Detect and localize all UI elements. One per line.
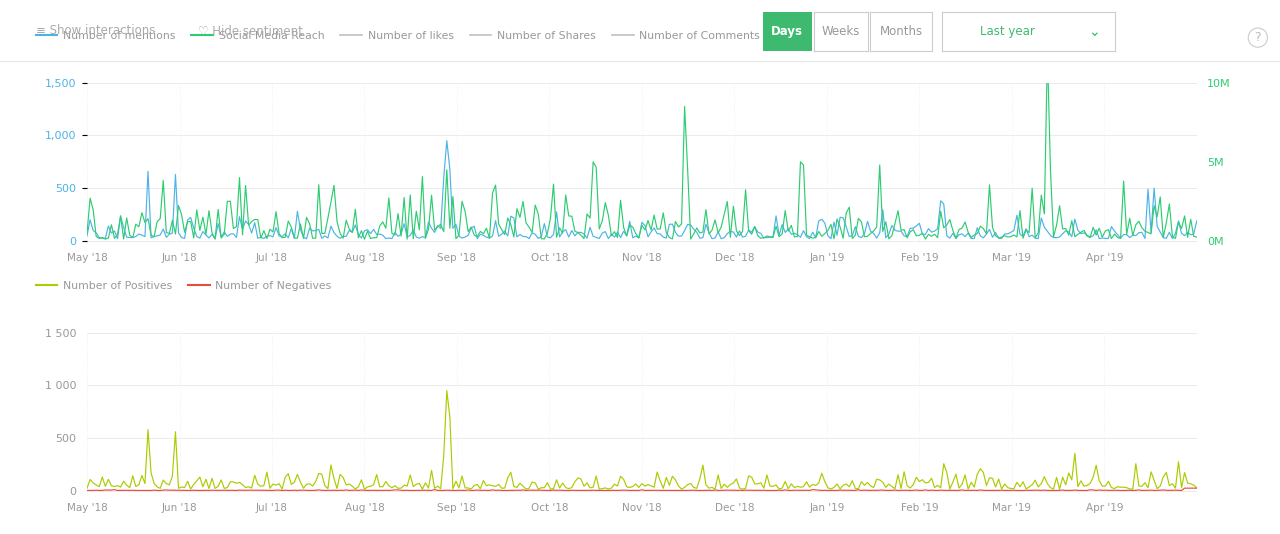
Text: Weeks: Weeks	[822, 25, 860, 38]
Legend: Number of Positives, Number of Negatives: Number of Positives, Number of Negatives	[32, 277, 337, 295]
Text: Last year: Last year	[980, 25, 1036, 38]
Text: ♡ Hide sentiment: ♡ Hide sentiment	[198, 25, 303, 37]
Text: Days: Days	[771, 25, 804, 38]
Text: ⌄: ⌄	[1088, 25, 1100, 38]
Text: Months: Months	[879, 25, 923, 38]
Text: ?: ?	[1254, 31, 1261, 44]
Legend: Number of mentions, Social Media Reach, Number of likes, Number of Shares, Numbe: Number of mentions, Social Media Reach, …	[32, 27, 764, 45]
Text: ≡ Show interactions: ≡ Show interactions	[36, 25, 155, 37]
